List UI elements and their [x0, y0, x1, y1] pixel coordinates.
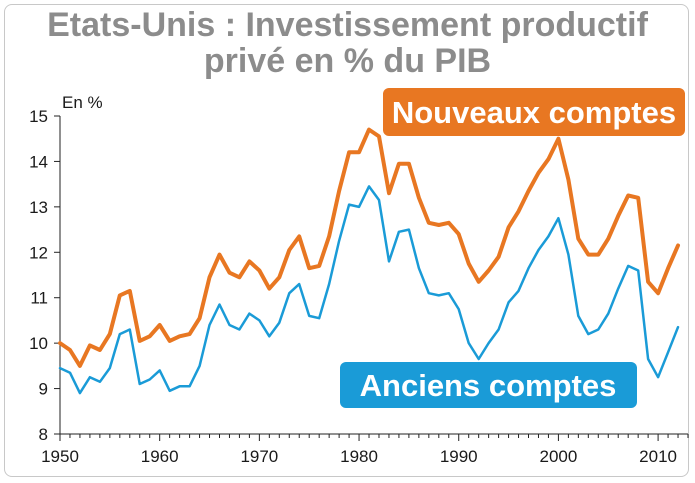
- y-tick-label: 9: [39, 380, 48, 399]
- series-label-box-old: [340, 362, 637, 408]
- y-tick-label: 13: [29, 198, 48, 217]
- x-tick-label: 2000: [539, 447, 577, 466]
- x-tick-label: 1990: [440, 447, 478, 466]
- y-tick-label: 8: [39, 425, 48, 444]
- series-labels: Nouveaux comptes Anciens comptes: [340, 88, 685, 408]
- x-tick-label: 2010: [639, 447, 677, 466]
- chart-lines: [58, 127, 680, 395]
- chart-title-line2: privé en % du PIB: [203, 42, 492, 80]
- series-line-old: [58, 185, 680, 395]
- x-tick-label: 1950: [41, 447, 79, 466]
- y-tick-label: 10: [29, 334, 48, 353]
- chart-title-line1: Etats-Unis : Investissement productif: [47, 6, 648, 44]
- series-label-box-new: [383, 88, 685, 136]
- x-tick-label: 1960: [141, 447, 179, 466]
- chart-frame: [4, 4, 689, 477]
- x-tick-label: 1980: [340, 447, 378, 466]
- chart-axes: 8 9 10 11 12 13 14 15 1950 1960 1970 1980 1990 2000 20…: [29, 93, 689, 466]
- series-line-new: [58, 127, 680, 368]
- y-axis-label: En %: [62, 93, 103, 112]
- y-tick-label: 15: [29, 107, 48, 126]
- x-tick-label: 1970: [240, 447, 278, 466]
- series-label-new: Nouveaux comptes: [392, 95, 676, 130]
- series-label-old: Anciens comptes: [360, 368, 617, 403]
- y-tick-label: 14: [29, 152, 48, 171]
- y-tick-label: 11: [30, 289, 48, 308]
- y-tick-label: 12: [29, 243, 48, 262]
